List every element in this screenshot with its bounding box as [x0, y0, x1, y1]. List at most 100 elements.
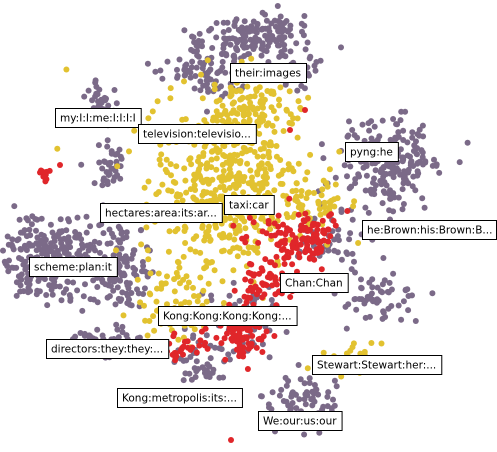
scatter-point-purple [370, 179, 376, 186]
scatter-point-purple [386, 207, 393, 214]
scatter-point-red [196, 342, 203, 349]
scatter-point-red [259, 349, 266, 355]
scatter-point-purple [236, 36, 243, 43]
scatter-point-purple [38, 215, 45, 222]
scatter-point-purple [269, 389, 276, 396]
scatter-point-yellow [220, 183, 227, 190]
scatter-point-yellow [167, 161, 174, 168]
scatter-point-purple [385, 190, 392, 197]
scatter-point-yellow [187, 186, 194, 193]
scatter-point-purple [281, 42, 288, 48]
scatter-point-purple [118, 245, 125, 252]
scatter-point-purple [117, 277, 124, 284]
scatter-point-yellow [280, 128, 287, 134]
scatter-point-purple [313, 386, 319, 393]
scatter-point-purple [331, 402, 338, 409]
scatter-point-yellow [286, 119, 293, 126]
scatter-point-red [302, 224, 309, 231]
scatter-point-purple [47, 221, 54, 228]
annotation-text: he:Brown:his:Brown:B... [367, 225, 492, 237]
scatter-point-red [250, 219, 257, 226]
scatter-point-yellow [265, 120, 272, 127]
scatter-point-purple [246, 51, 252, 58]
scatter-point-yellow [244, 111, 251, 118]
scatter-point-purple [302, 46, 309, 53]
scatter-point-yellow [166, 228, 173, 235]
annotation-text: scheme:plan:it [34, 262, 112, 274]
scatter-point-yellow [157, 161, 164, 168]
scatter-point-purple [351, 258, 357, 265]
scatter-point-purple [399, 186, 406, 193]
scatter-point-purple [117, 153, 124, 160]
scatter-point-red [236, 341, 243, 348]
scatter-point-yellow [332, 181, 339, 188]
scatter-point-yellow [299, 202, 306, 209]
scatter-point-purple [219, 58, 226, 65]
scatter-point-yellow [220, 168, 227, 174]
scatter-point-purple [258, 52, 265, 59]
scatter-point-red [280, 221, 286, 228]
scatter-point-red [287, 127, 293, 133]
scatter-point-purple [254, 20, 261, 27]
scatter-point-red [310, 222, 317, 229]
scatter-point-yellow [307, 151, 314, 158]
scatter-point-purple [385, 289, 392, 296]
scatter-point-yellow [257, 99, 264, 106]
scatter-point-purple [27, 232, 34, 239]
scatter-point-purple [94, 326, 101, 333]
scatter-point-purple [400, 298, 407, 305]
scatter-point-red [296, 254, 303, 261]
scatter-point-red [306, 254, 313, 261]
scatter-point-purple [265, 43, 271, 50]
scatter-point-yellow [208, 148, 215, 155]
scatter-point-yellow [232, 117, 238, 124]
scatter-point-purple [359, 121, 366, 128]
scatter-point-yellow [247, 93, 254, 100]
scatter-point-yellow [252, 111, 259, 118]
scatter-point-purple [181, 27, 188, 34]
scatter-point-purple [174, 66, 180, 73]
scatter-point-purple [120, 235, 127, 242]
scatter-point-yellow [197, 161, 204, 168]
scatter-point-purple [338, 206, 345, 213]
scatter-point-red [189, 344, 196, 351]
scatter-point-purple [419, 195, 426, 202]
scatter-point-red [247, 295, 254, 301]
scatter-point-yellow [199, 192, 206, 199]
scatter-point-purple [197, 87, 204, 94]
scatter-point-purple [349, 216, 356, 223]
scatter-point-purple [276, 53, 283, 60]
scatter-point-purple [74, 287, 81, 294]
scatter-point-purple [107, 277, 114, 284]
scatter-point-red [267, 274, 274, 281]
scatter-point-yellow [147, 270, 154, 277]
annotation-label: hectares:area:its:ar... [100, 203, 223, 223]
scatter-point-purple [128, 255, 135, 262]
scatter-point-purple [294, 87, 301, 94]
scatter-point-red [239, 336, 246, 343]
scatter-point-yellow [54, 145, 61, 152]
scatter-point-purple [366, 279, 373, 286]
scatter-point-red [255, 336, 262, 343]
scatter-point-yellow [283, 211, 290, 218]
scatter-point-red [344, 208, 351, 214]
scatter-point-yellow [147, 291, 154, 298]
scatter-point-purple [193, 358, 200, 365]
scatter-point-yellow [286, 88, 293, 95]
scatter-point-purple [393, 121, 400, 128]
scatter-point-purple [399, 206, 406, 213]
scatter-point-purple [344, 251, 351, 257]
annotation-text: television:televisio... [143, 129, 251, 141]
scatter-point-purple [295, 362, 302, 368]
scatter-point-yellow [141, 184, 148, 191]
scatter-point-purple [298, 20, 305, 27]
scatter-point-purple [266, 35, 273, 42]
scatter-point-yellow [212, 187, 219, 193]
annotation-box [29, 257, 118, 277]
scatter-point-purple [301, 431, 308, 438]
scatter-point-purple [115, 334, 122, 341]
scatter-point-yellow [167, 95, 174, 102]
scatter-point-purple [122, 253, 129, 260]
scatter-point-purple [398, 316, 405, 323]
scatter-point-red [311, 237, 318, 244]
